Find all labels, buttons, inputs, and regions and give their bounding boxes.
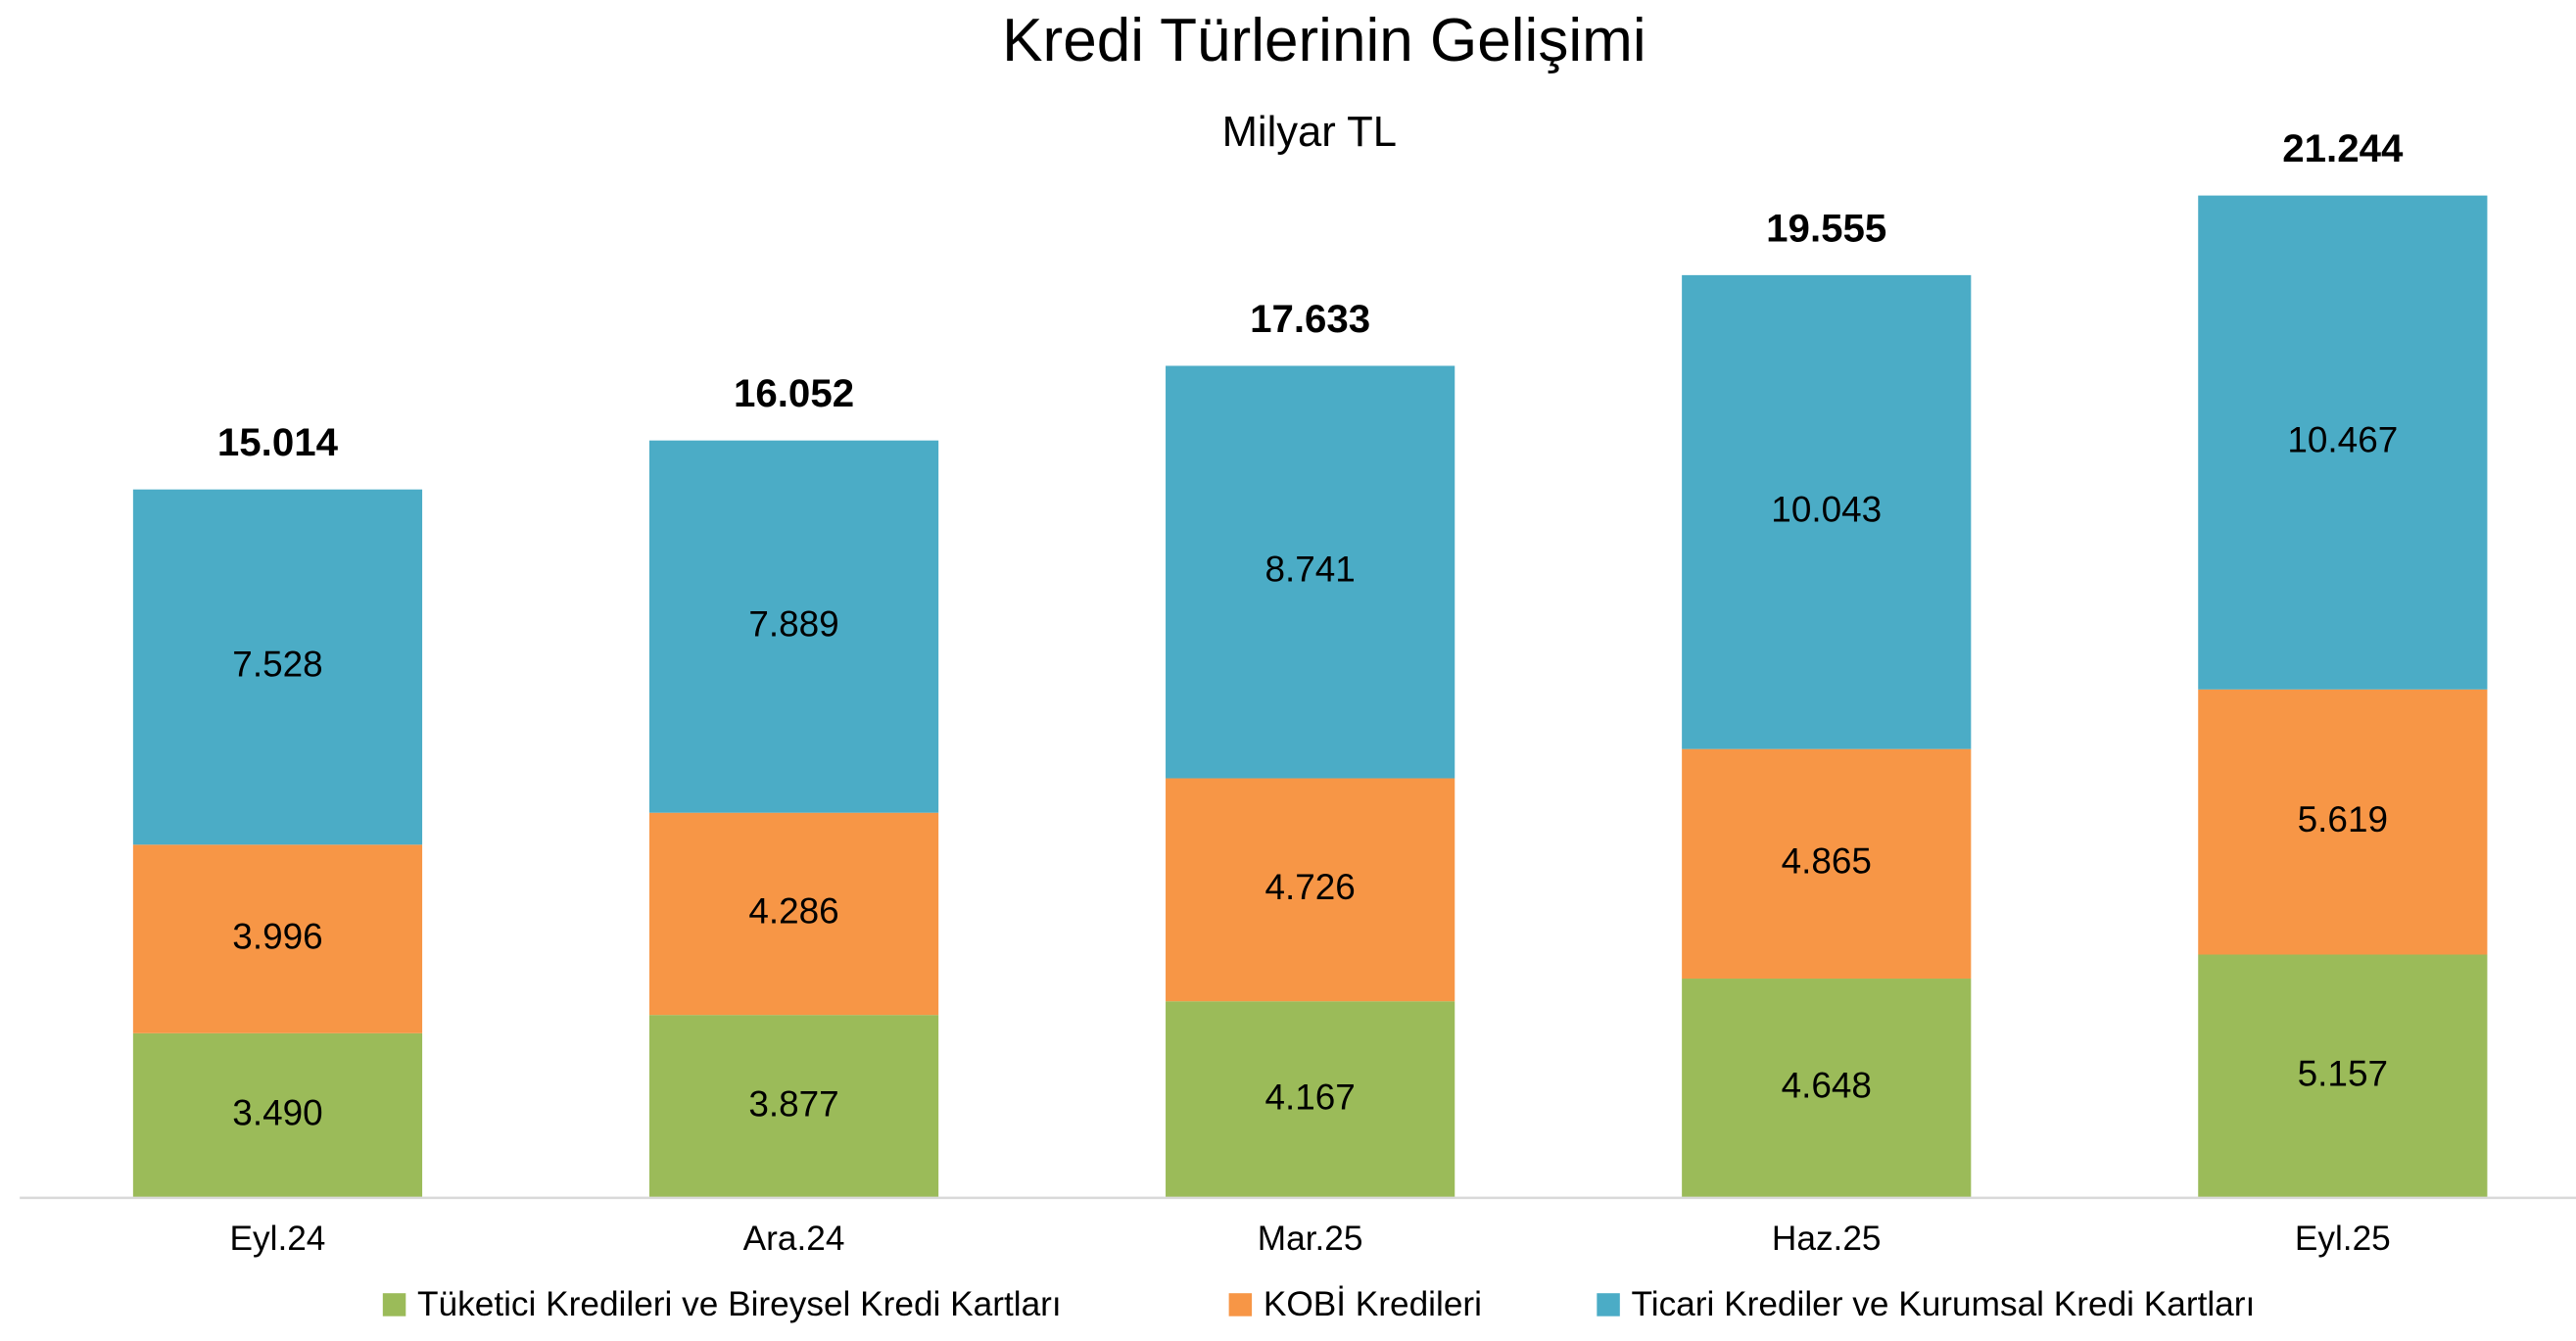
data-label: 4.286 [748,891,838,932]
data-label: 10.467 [2287,419,2398,459]
bar-segment [2198,954,2488,1198]
legend-label: Ticari Krediler ve Kurumsal Kredi Kartla… [1632,1285,2256,1323]
legend-label: KOBİ Kredileri [1264,1285,1482,1323]
data-label: 7.528 [232,645,322,685]
total-label: 15.014 [217,420,339,464]
bar-segment [132,844,423,1033]
bar-segment [648,1015,939,1198]
total-label: 19.555 [1766,206,1886,250]
x-tick-label: Eyl.24 [230,1220,326,1258]
data-label: 10.043 [1771,490,1882,530]
bar-segment [648,812,939,1016]
legend-swatch [382,1293,406,1317]
bar-segment [2198,689,2488,955]
chart-subtitle: Milyar TL [1222,109,1397,156]
total-label: 16.052 [734,371,854,415]
legend-swatch [1597,1293,1620,1317]
legend-label: Tüketici Kredileri ve Bireysel Kredi Kar… [417,1285,1062,1323]
bar-segment [1682,979,1972,1198]
bar-segment [1166,1001,1455,1198]
legend-swatch [1228,1293,1253,1317]
data-label: 4.726 [1264,867,1355,907]
bar-segment [1682,748,1972,980]
x-tick-label: Ara.24 [743,1220,845,1258]
x-tick-label: Haz.25 [1772,1220,1882,1258]
chart-title: Kredi Türlerinin Gelişimi [1002,7,1646,74]
data-label: 7.889 [748,603,838,644]
bar-segment [132,489,423,845]
data-label: 3.996 [232,916,322,956]
bar-segment [648,440,939,813]
x-tick-label: Mar.25 [1258,1220,1363,1258]
total-label: 17.633 [1250,297,1370,341]
x-tick-label: Eyl.25 [2295,1220,2391,1258]
data-label: 4.865 [1782,841,1872,882]
data-label: 5.157 [2298,1053,2388,1093]
bar-segment [1682,274,1972,749]
bar-segment [1166,778,1455,1002]
bar-segment [2198,195,2488,690]
data-label: 3.877 [748,1083,838,1124]
total-label: 21.244 [2282,126,2404,170]
bar-segment [1166,365,1455,779]
data-label: 5.619 [2298,799,2388,839]
data-label: 3.490 [232,1093,322,1133]
data-label: 4.648 [1782,1066,1872,1106]
bar-segment [132,1032,423,1198]
data-label: 4.167 [1264,1077,1355,1117]
data-label: 8.741 [1264,550,1355,590]
